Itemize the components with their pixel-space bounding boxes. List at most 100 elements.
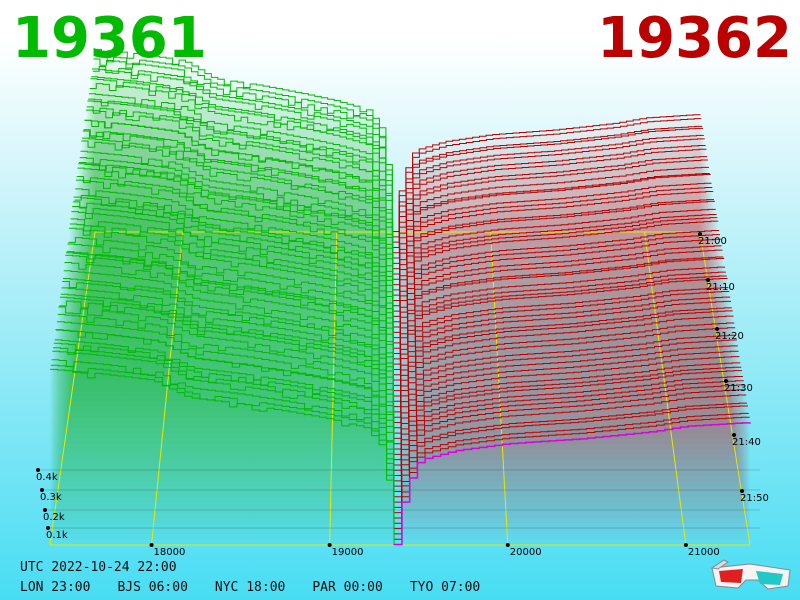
ask-depth-line (393, 394, 747, 519)
volume-tick-label: 0.1k (46, 530, 68, 541)
world-clocks: LON 23:00 BJS 06:00 NYC 18:00 PAR 00:00 TYO … (20, 580, 507, 595)
grid-left-edge (49, 231, 96, 546)
volume-tick-dot (43, 508, 47, 512)
ask-depth-line (392, 287, 729, 408)
bid-depth-line (88, 98, 394, 280)
bid-depth-line (91, 76, 393, 259)
bid-depth-line (70, 218, 394, 402)
bid-depth-line (55, 329, 395, 508)
ask-depth-line (393, 366, 742, 487)
price-tick-label: 21000 (688, 547, 720, 558)
ask-depth-line (392, 182, 712, 301)
bid-depth-line (71, 211, 394, 397)
ask-depth-line (393, 310, 733, 434)
ask-depth-line (392, 271, 726, 392)
ask-depth-line (392, 238, 721, 360)
ask-depth-line (392, 234, 720, 355)
ask-depth-line (393, 356, 740, 477)
ask-depth-line (392, 172, 710, 291)
bid-depth-line (59, 300, 395, 482)
bid-depth-line (75, 188, 394, 370)
ask-depth-line (393, 362, 741, 482)
ask-depth-line (392, 256, 724, 376)
bid-depth-line (83, 129, 394, 312)
bid-depth-line (90, 78, 394, 264)
ask-depth-line (392, 245, 722, 365)
utc-timestamp: UTC 2022-10-24 22:00 (20, 560, 177, 575)
bid-depth-line (72, 201, 394, 386)
time-tick-dot (724, 379, 728, 383)
bid-depth-line (94, 54, 393, 238)
bid-depth-line (58, 306, 395, 487)
ask-depth-line (393, 412, 749, 535)
price-tick-dot (327, 543, 332, 547)
ask-depth-line (393, 300, 732, 423)
ask-depth-line (393, 375, 743, 498)
3d-glasses-icon[interactable] (710, 556, 792, 592)
ask-depth-line (392, 277, 728, 402)
volume-tick-label: 0.4k (36, 472, 58, 483)
bid-depth-line (53, 347, 395, 524)
ask-depth-line (392, 127, 704, 248)
ask-depth-line (392, 230, 720, 349)
bid-depth-line (60, 293, 395, 471)
ask-depth-line (392, 148, 707, 270)
bid-depth-line (85, 109, 394, 296)
ask-depth-line (392, 156, 708, 275)
utc-datetime: 2022-10-24 22:00 (51, 560, 177, 575)
volume-tick-dot (36, 468, 40, 472)
ask-depth-line (393, 334, 737, 455)
ask-depth-line (392, 208, 716, 328)
ask-depth-line (393, 327, 736, 450)
bid-depth-line (52, 350, 395, 530)
bid-depth-line (73, 196, 394, 381)
clock-nyc: NYC 18:00 (214, 580, 286, 595)
price-tick-label: 20000 (510, 547, 542, 558)
ask-depth-line (392, 290, 730, 413)
ask-depth-line (392, 159, 709, 280)
ask-depth-line (393, 405, 748, 530)
ask-depth-line (391, 114, 701, 233)
ask-depth-line (392, 144, 706, 264)
clock-tyo: TYO 07:00 (409, 580, 481, 595)
time-tick-dot (740, 489, 744, 493)
time-tick-label: 21:10 (706, 282, 735, 293)
price-tick-label: 19000 (332, 547, 364, 558)
volume-tick-dot (40, 488, 44, 492)
ask-depth-line (392, 217, 718, 339)
time-tick-dot (698, 232, 702, 236)
price-gridline (151, 231, 184, 546)
bid-depth-line (50, 364, 395, 540)
volume-tick-label: 0.3k (40, 492, 62, 503)
time-tick-label: 21:00 (698, 236, 727, 247)
bid-depth-line (69, 227, 394, 413)
time-tick-label: 21:50 (740, 493, 769, 504)
bid-depth-line (82, 130, 394, 317)
bid-depth-line (91, 68, 393, 254)
bid-depth-line (63, 270, 395, 450)
bid-depth-line (87, 100, 394, 286)
bid-depth-line (54, 339, 395, 514)
bid-depth-line (80, 150, 394, 333)
ask-price: 19362 (597, 6, 792, 71)
time-tick-label: 21:30 (724, 383, 753, 394)
clock-bjs: BJS 06:00 (117, 580, 188, 595)
utc-label: UTC (20, 560, 44, 575)
bid-depth-line (82, 137, 394, 323)
bid-depth-line (77, 167, 394, 355)
ask-depth-line (392, 125, 703, 243)
bid-depth-line (89, 83, 394, 270)
bid-depth-line (78, 161, 394, 344)
bid-depth-line (53, 342, 395, 519)
bid-depth-line (88, 93, 394, 275)
bid-depth-line (50, 368, 395, 545)
bid-depth-line (93, 58, 393, 243)
ask-depth-line (392, 191, 714, 312)
bid-depth-line (62, 281, 395, 461)
ask-depth-line (392, 134, 704, 254)
price-tick-label: 18000 (154, 547, 186, 558)
clock-par: PAR 00:00 (312, 580, 383, 595)
ask-depth-line (392, 199, 715, 317)
ask-depth-line (392, 138, 705, 259)
